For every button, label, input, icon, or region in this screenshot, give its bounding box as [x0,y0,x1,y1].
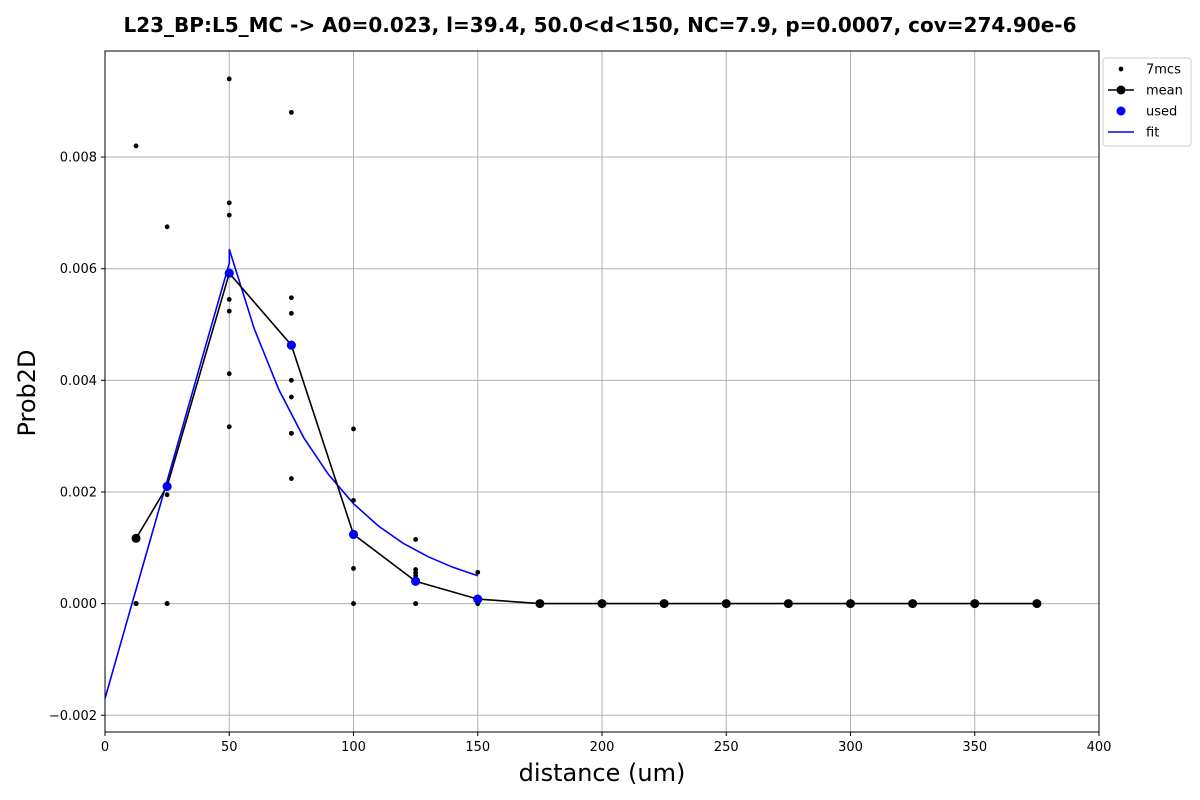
mean-point [970,599,980,609]
legend-marker-used [1116,106,1126,116]
mean-point [721,599,731,609]
sample-point [413,537,419,542]
grid [104,51,1100,732]
legend-label: used [1146,105,1177,120]
sample-point [351,426,356,432]
sample-point [226,200,232,206]
used-point [224,268,234,278]
sample-point [351,566,356,571]
sample-point [133,601,139,607]
sample-point [288,295,294,301]
used-point [349,529,358,539]
x-tick-label: 100 [341,740,366,755]
x-tick-label: 350 [962,740,987,755]
used-point [162,481,172,491]
sample-point [164,224,170,230]
sample-point [288,377,294,383]
x-tick-label: 300 [838,740,863,755]
chart-title: L23_BP:L5_MC -> A0=0.023, l=39.4, 50.0<d… [123,13,1076,37]
sample-point [226,371,232,377]
sample-point [226,296,232,302]
legend: 7mcs mean used fit [1102,57,1192,147]
mean-line [135,271,1037,605]
used-point [411,576,421,586]
x-tick-label: 50 [221,740,238,755]
y-tick-label: 0.002 [60,485,97,500]
mean-point [783,599,793,609]
y-tick-label: 0.004 [60,374,97,389]
plot-series [104,76,1042,699]
y-tick-label: 0.006 [60,262,97,277]
legend-box [1102,57,1192,147]
fit-curve [104,248,479,699]
mean-point [597,599,607,609]
y-axis-label: Prob2D [13,349,41,436]
axes-frame [104,50,1100,733]
sample-point [226,212,232,218]
mean-point [131,533,141,543]
x-axis-ticks: 0 50 100 150 200 250 300 350 400 [101,732,1112,755]
sample-point [351,497,356,503]
sample-point [288,430,294,436]
sample-point [226,424,232,430]
mean-point [659,599,669,609]
legend-marker-7mcs [1118,66,1124,72]
sample-point [226,308,232,314]
used-point [473,594,483,604]
sample-point [288,476,294,481]
mean-point [846,599,855,609]
legend-label: mean [1146,84,1183,99]
mean-point [908,599,918,609]
legend-label: fit [1146,126,1159,141]
sample-point [413,601,419,607]
x-tick-label: 150 [465,740,490,755]
y-tick-label: −0.002 [49,709,97,724]
x-tick-label: 400 [1087,740,1112,755]
sample-point [288,394,294,400]
sample-point [413,573,419,579]
y-tick-label: 0.008 [60,151,97,166]
sample-point [133,143,139,149]
x-axis-label: distance (um) [519,759,686,787]
x-tick-label: 200 [590,740,615,755]
legend-marker-mean [1116,85,1126,95]
used-point [286,340,296,350]
sample-point [351,601,356,607]
mean-point [1032,599,1042,609]
y-tick-label: 0.000 [60,597,97,612]
y-axis-ticks: −0.002 0.000 0.002 0.004 0.006 0.008 [49,151,105,724]
legend-label: 7mcs [1146,63,1181,78]
sample-point [475,569,481,575]
sample-point [288,110,294,115]
sample-point [164,601,170,607]
x-tick-label: 250 [714,740,739,755]
x-tick-label: 0 [101,740,109,755]
sample-point [288,310,294,316]
sample-point [226,76,232,82]
sample-point [164,492,170,498]
mean-point [535,599,545,609]
sample-point [413,567,419,572]
